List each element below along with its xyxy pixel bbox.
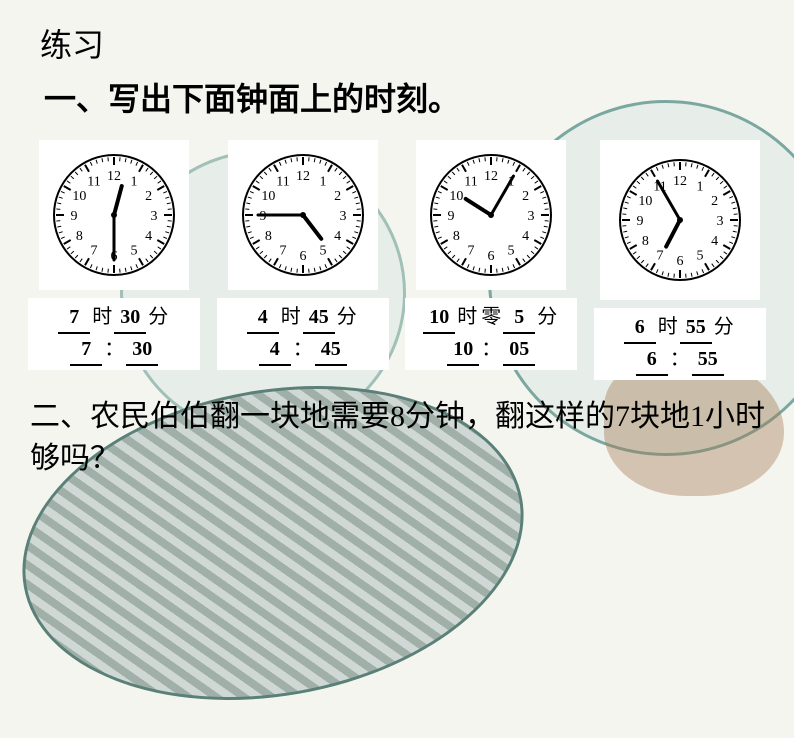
svg-text:3: 3 — [339, 209, 346, 224]
svg-text:12: 12 — [296, 169, 310, 184]
time-digital: 7：30 — [34, 334, 194, 366]
svg-text:5: 5 — [131, 244, 138, 259]
minute-label: 分 — [714, 312, 734, 342]
svg-text:3: 3 — [151, 209, 158, 224]
colon-label: ： — [293, 334, 313, 364]
digital-minute: 30 — [126, 334, 158, 366]
minute-value: 55 — [680, 312, 712, 344]
svg-text:4: 4 — [711, 234, 718, 249]
svg-text:2: 2 — [145, 189, 152, 204]
digital-minute: 05 — [503, 334, 535, 366]
hour-value: 4 — [247, 302, 279, 334]
hour-value: 7 — [58, 302, 90, 334]
svg-text:7: 7 — [468, 244, 475, 259]
clock-face: 123456789101112 — [39, 140, 189, 290]
answer-box: 10时零5分10：05 — [405, 298, 577, 370]
svg-text:8: 8 — [265, 229, 272, 244]
svg-text:4: 4 — [145, 229, 152, 244]
answer-box: 7时30分7：30 — [28, 298, 200, 370]
digital-hour: 6 — [636, 344, 668, 376]
svg-text:10: 10 — [638, 194, 652, 209]
svg-text:1: 1 — [696, 179, 703, 194]
section2-text: 二、农民伯伯翻一块地需要8分钟，翻这样的7块地1小时够吗？ — [30, 396, 794, 480]
answer-box: 4时45分4：45 — [217, 298, 389, 370]
time-digital: 10：05 — [411, 334, 571, 366]
minute-value: 5 — [503, 302, 535, 334]
svg-text:6: 6 — [676, 254, 683, 269]
minute-value: 45 — [303, 302, 335, 334]
hour-value: 6 — [624, 312, 656, 344]
colon-label: ： — [104, 334, 124, 364]
hour-value: 10 — [423, 302, 455, 334]
svg-text:5: 5 — [508, 244, 515, 259]
svg-text:11: 11 — [88, 174, 101, 189]
minute-label: 分 — [337, 302, 357, 332]
svg-text:7: 7 — [91, 244, 98, 259]
svg-text:2: 2 — [711, 194, 718, 209]
svg-text:8: 8 — [642, 234, 649, 249]
svg-text:1: 1 — [131, 174, 138, 189]
svg-text:11: 11 — [276, 174, 289, 189]
svg-text:4: 4 — [334, 229, 341, 244]
svg-text:10: 10 — [261, 189, 275, 204]
svg-text:5: 5 — [319, 244, 326, 259]
clock-face: 123456789101112 — [600, 140, 760, 300]
svg-text:12: 12 — [673, 174, 687, 189]
svg-text:1: 1 — [319, 174, 326, 189]
time-words: 10时零5分 — [411, 302, 571, 334]
time-digital: 6：55 — [600, 344, 760, 376]
digital-minute: 45 — [315, 334, 347, 366]
svg-text:7: 7 — [279, 244, 286, 259]
svg-text:8: 8 — [453, 229, 460, 244]
svg-text:2: 2 — [334, 189, 341, 204]
svg-text:9: 9 — [636, 214, 643, 229]
hour-label: 时 — [457, 302, 477, 332]
answer-box: 6时55分6：55 — [594, 308, 766, 380]
clock-item: 1234567891011126时55分6：55 — [594, 140, 766, 380]
svg-text:12: 12 — [484, 169, 498, 184]
time-digital: 4：45 — [223, 334, 383, 366]
svg-text:6: 6 — [488, 249, 495, 264]
colon-label: ： — [670, 344, 690, 374]
time-words: 7时30分 — [34, 302, 194, 334]
digital-hour: 10 — [447, 334, 479, 366]
digital-hour: 4 — [259, 334, 291, 366]
clock-face: 123456789101112 — [228, 140, 378, 290]
svg-text:11: 11 — [465, 174, 478, 189]
svg-text:9: 9 — [71, 209, 78, 224]
time-words: 6时55分 — [600, 312, 760, 344]
svg-text:6: 6 — [299, 249, 306, 264]
svg-text:4: 4 — [522, 229, 529, 244]
svg-text:10: 10 — [73, 189, 87, 204]
svg-text:3: 3 — [716, 214, 723, 229]
clock-face: 123456789101112 — [416, 140, 566, 290]
time-words: 4时45分 — [223, 302, 383, 334]
svg-text:3: 3 — [528, 209, 535, 224]
digital-minute: 55 — [692, 344, 724, 376]
minute-label: 分 — [537, 302, 557, 332]
svg-text:12: 12 — [107, 169, 121, 184]
clock-item: 1234567891011124时45分4：45 — [217, 140, 389, 370]
page-title: 练习 — [40, 20, 794, 66]
clocks-row: 1234567891011127时30分7：301234567891011124… — [0, 140, 794, 380]
minute-label: 分 — [148, 302, 168, 332]
colon-label: ： — [481, 334, 501, 364]
hour-label: 时 — [92, 302, 112, 332]
clock-item: 1234567891011127时30分7：30 — [28, 140, 200, 370]
svg-text:7: 7 — [656, 249, 663, 264]
section1-title: 一、写出下面钟面上的时刻。 — [44, 74, 794, 120]
hour-label: 时 — [281, 302, 301, 332]
hour-label: 时 — [658, 312, 678, 342]
svg-text:10: 10 — [450, 189, 464, 204]
svg-text:2: 2 — [522, 189, 529, 204]
digital-hour: 7 — [70, 334, 102, 366]
svg-text:5: 5 — [696, 249, 703, 264]
svg-text:9: 9 — [448, 209, 455, 224]
clock-item: 12345678910111210时零5分10：05 — [405, 140, 577, 370]
minute-value: 30 — [114, 302, 146, 334]
svg-text:8: 8 — [76, 229, 83, 244]
zero-prefix: 零 — [481, 302, 501, 332]
